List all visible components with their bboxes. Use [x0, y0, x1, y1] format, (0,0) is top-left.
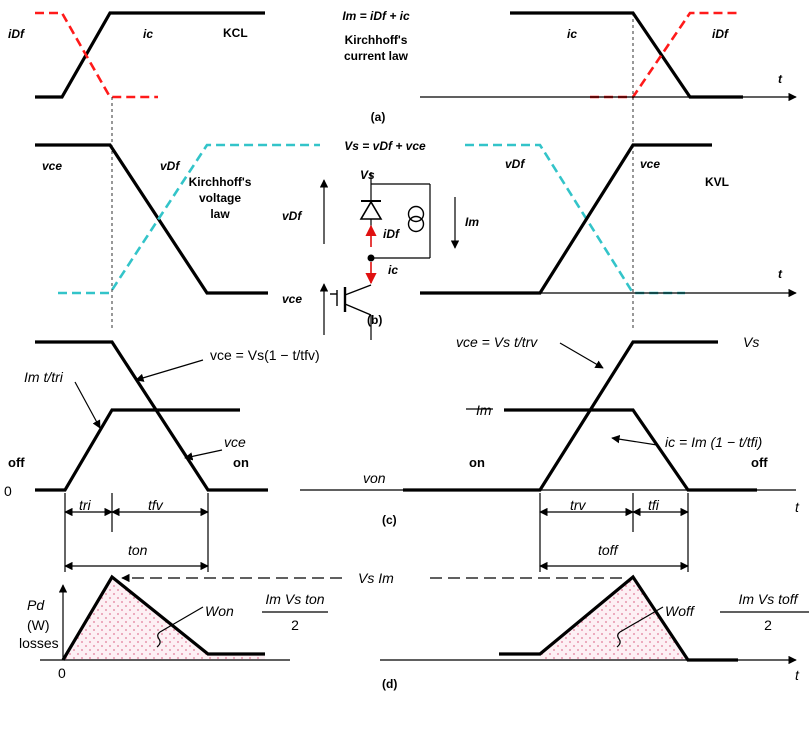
tfv-label: tfv: [148, 497, 164, 513]
node-dot: [367, 254, 375, 262]
ic-linear-off: [504, 408, 757, 492]
t-axis-a: t: [778, 72, 783, 86]
vdf-label-left: vDf: [160, 159, 180, 173]
idf-label-right: iDf: [712, 27, 729, 41]
kcl-title-2: current law: [344, 49, 409, 63]
im-t-formula: Im t/tri: [24, 369, 64, 385]
woff-denominator: 2: [764, 617, 772, 633]
turn-on-loss-area: [63, 577, 265, 660]
panel-a: [35, 11, 797, 102]
idf-waveform-off: [590, 11, 738, 99]
woff-label: Woff: [665, 603, 696, 619]
zero-label-d: 0: [58, 665, 66, 681]
t-axis-b: t: [778, 267, 783, 281]
losses-label: losses: [19, 635, 59, 651]
kcl-label: KCL: [223, 26, 248, 40]
caption-a: (a): [371, 110, 386, 124]
kvl-title-3: law: [210, 207, 230, 221]
t-axis-c: t: [795, 499, 800, 515]
vce-label-left: vce: [42, 159, 62, 173]
won-label: Won: [205, 603, 234, 619]
won-denominator: 2: [291, 617, 299, 633]
ic-formula: ic = Im (1 − t/tfi): [665, 434, 762, 450]
vs-im-label: Vs Im: [358, 570, 394, 586]
vce-linear-on: [35, 340, 268, 492]
im-label-c: Im: [476, 402, 492, 418]
tfi-label: tfi: [648, 497, 660, 513]
vce-off-formula: vce = Vs t/trv: [456, 334, 538, 350]
vs-label-c: Vs: [743, 334, 759, 350]
kcl-title-1: Kirchhoff's: [345, 33, 408, 47]
von-label: von: [363, 470, 386, 486]
vdf-circuit-label: vDf: [282, 209, 302, 223]
kvl-equation: Vs = vDf + vce: [344, 139, 426, 153]
kvl-label: KVL: [705, 175, 729, 189]
won-numerator: Im Vs ton: [265, 591, 324, 607]
caption-b: (b): [367, 313, 382, 327]
w-unit-label: (W): [27, 617, 50, 633]
pd-turn-on: [61, 574, 265, 661]
vs-circuit-label: Vs: [360, 168, 375, 182]
kcl-equation: Im = iDf + ic: [342, 9, 410, 23]
pd-label: Pd: [27, 597, 45, 613]
vdf-waveform-on: [58, 143, 320, 295]
ic-circuit-label: ic: [388, 263, 398, 277]
kvl-title-1: Kirchhoff's: [189, 175, 252, 189]
switch-circuit: [319, 172, 460, 340]
ic-label-left: ic: [143, 27, 153, 41]
im-circuit-label: Im: [465, 215, 479, 229]
tri-label: tri: [79, 497, 92, 513]
vce-on-formula: vce = Vs(1 − t/tfv): [210, 347, 320, 363]
toff-label: toff: [598, 542, 620, 558]
ic-label-right: ic: [567, 27, 577, 41]
panel-d: [40, 573, 809, 665]
vce-waveform-on: [35, 143, 268, 295]
t-axis-d: t: [795, 667, 800, 683]
vce-waveform-off: [420, 143, 712, 295]
idf-circuit-label: iDf: [383, 227, 400, 241]
idf-waveform-on: [35, 11, 158, 99]
kvl-title-2: voltage: [199, 191, 241, 205]
igbt-icon: [330, 284, 372, 340]
vce-circuit-label: vce: [282, 292, 302, 306]
turn-off-loss-area: [540, 577, 688, 660]
zero-label-c: 0: [4, 483, 12, 499]
on-label-right: on: [469, 455, 485, 470]
ic-linear-on: [35, 408, 240, 492]
vce-linear-off: [403, 340, 718, 492]
vdf-label-right: vDf: [505, 157, 525, 171]
on-label-left: on: [233, 455, 249, 470]
vce-label-right: vce: [640, 157, 660, 171]
off-label-right: off: [751, 455, 768, 470]
idf-label-left: iDf: [8, 27, 25, 41]
caption-d: (d): [382, 677, 397, 691]
woff-numerator: Im Vs toff: [738, 591, 799, 607]
current-source-icon: [407, 205, 425, 233]
ic-waveform-off: [510, 11, 743, 99]
panel-b: [35, 143, 797, 340]
trv-label: trv: [570, 497, 587, 513]
diode-icon: [359, 184, 383, 226]
off-label-left: off: [8, 455, 25, 470]
caption-c: (c): [382, 513, 397, 527]
vce-callout-label: vce: [224, 434, 246, 450]
ton-label: ton: [128, 542, 148, 558]
panel-c: [35, 340, 796, 572]
